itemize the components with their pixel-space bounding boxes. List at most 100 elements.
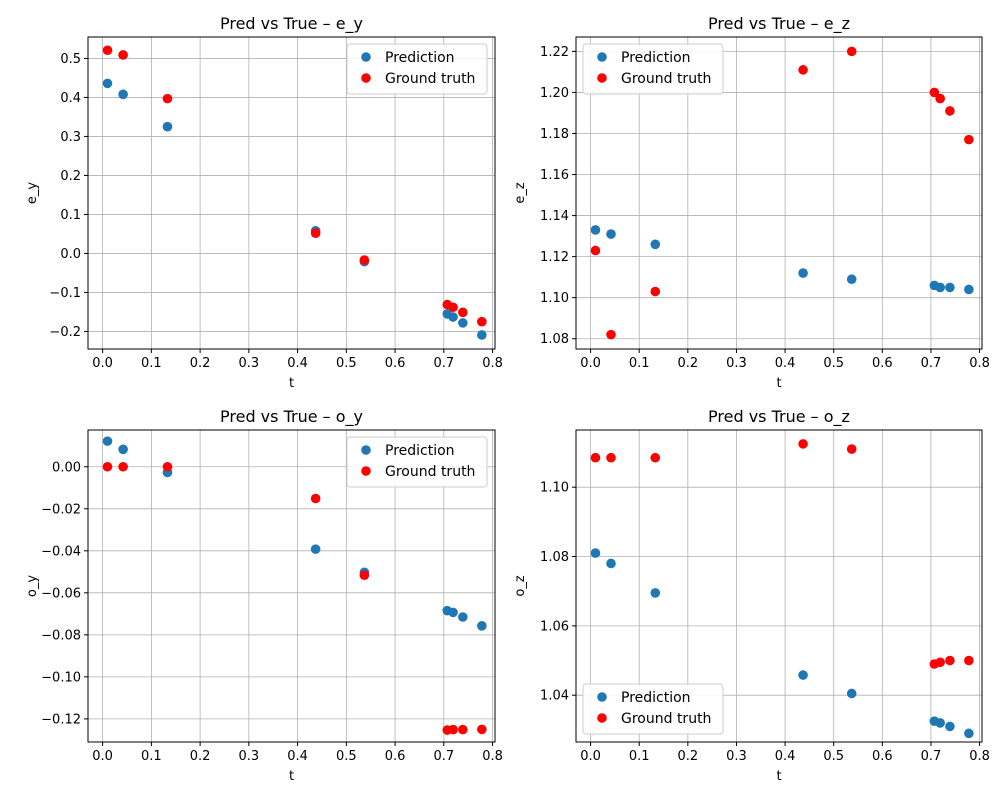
y-axis-label: o_y (25, 575, 40, 597)
data-point-prediction (846, 274, 857, 285)
legend-marker-prediction (361, 52, 371, 62)
x-tick-label: 0.8 (482, 749, 503, 764)
x-tick-label: 0.8 (969, 356, 990, 371)
x-tick-label: 0.0 (92, 749, 113, 764)
y-axis-label: e_z (513, 182, 528, 203)
x-tick-label: 0.1 (141, 356, 162, 371)
y-tick-label: 0.4 (60, 91, 81, 106)
x-tick-label: 0.1 (141, 749, 162, 764)
y-tick-label: 1.14 (540, 209, 569, 224)
data-point-prediction (477, 621, 487, 631)
data-point-ground-truth (458, 307, 468, 318)
data-point-prediction (102, 436, 113, 446)
data-point-ground-truth (929, 87, 940, 98)
legend-marker-prediction (361, 445, 371, 455)
x-axis-label: t (289, 376, 294, 391)
x-tick-label: 0.3 (239, 749, 260, 764)
x-tick-label: 0.8 (482, 356, 503, 371)
legend-label-prediction: Prediction (621, 50, 691, 66)
y-tick-label: 1.20 (540, 86, 569, 101)
y-tick-label: 1.10 (540, 291, 569, 306)
legend-box (582, 43, 724, 95)
data-point-prediction (650, 239, 661, 250)
data-point-ground-truth (359, 570, 370, 580)
y-tick-label: −0.08 (41, 628, 81, 643)
legend-label-ground-truth: Ground truth (385, 71, 475, 87)
data-point-prediction (964, 728, 974, 739)
data-point-ground-truth (448, 724, 458, 735)
data-point-prediction (964, 284, 974, 295)
chart-panel-e-z: 0.0 0.1 0.2 0.3 0.4 0.5 0.6 0.7 0.8 1.08 1.10 1.12 1… (513, 14, 990, 391)
legend-label-ground-truth: Ground truth (385, 464, 475, 480)
data-point-prediction (458, 612, 468, 622)
data-point-prediction (798, 670, 808, 680)
legend-label-prediction: Prediction (385, 443, 455, 459)
data-point-ground-truth (945, 655, 955, 666)
y-tick-label: 1.18 (540, 127, 569, 142)
data-point-prediction (448, 607, 458, 618)
data-point-prediction (118, 89, 128, 100)
data-point-prediction (945, 282, 955, 293)
data-point-ground-truth (359, 255, 370, 265)
data-point-prediction (606, 558, 616, 569)
data-point-prediction (590, 548, 601, 558)
data-point-ground-truth (310, 493, 321, 504)
data-point-ground-truth (650, 452, 661, 463)
data-point-ground-truth (477, 316, 487, 327)
data-point-ground-truth (102, 461, 113, 472)
data-point-ground-truth (118, 50, 128, 60)
data-point-ground-truth (945, 106, 955, 116)
data-point-prediction (798, 268, 808, 278)
y-tick-label: 1.08 (540, 332, 569, 347)
x-tick-label: 0.6 (385, 356, 406, 371)
y-axis-label: e_y (25, 182, 40, 204)
data-point-prediction (310, 544, 321, 554)
x-tick-label: 0.6 (385, 749, 406, 764)
x-tick-label: 0.4 (287, 749, 308, 764)
data-point-prediction (477, 330, 487, 340)
y-tick-label: 1.12 (540, 250, 569, 265)
data-point-ground-truth (964, 134, 974, 145)
chart-title: Pred vs True – o_z (708, 407, 850, 427)
data-point-prediction (935, 282, 945, 293)
data-point-prediction (650, 588, 661, 598)
x-tick-label: 0.2 (677, 356, 698, 371)
x-tick-label: 0.5 (823, 749, 844, 764)
x-tick-label: 0.4 (287, 356, 308, 371)
y-tick-label: −0.1 (49, 286, 81, 301)
data-point-ground-truth (935, 657, 945, 668)
legend: Prediction Ground truth (582, 683, 724, 735)
chart-title: Pred vs True – e_z (708, 14, 850, 34)
x-tick-label: 0.0 (580, 356, 601, 371)
legend-box (346, 43, 488, 95)
x-tick-label: 0.2 (677, 749, 698, 764)
x-tick-label: 0.2 (190, 749, 211, 764)
data-point-prediction (590, 225, 601, 235)
data-point-ground-truth (964, 655, 974, 666)
legend-label-ground-truth: Ground truth (621, 711, 711, 727)
x-tick-label: 0.0 (92, 356, 113, 371)
x-tick-label: 0.8 (969, 749, 990, 764)
chart-title: Pred vs True – o_y (220, 407, 363, 427)
legend-box (582, 683, 724, 735)
data-point-ground-truth (590, 452, 601, 463)
legend-label-prediction: Prediction (385, 50, 455, 66)
chart-panel-e-y: 0.0 0.1 0.2 0.3 0.4 0.5 0.6 0.7 0.8 −0.2 −0.1 0.0 0.… (25, 14, 503, 391)
x-tick-label: 0.7 (921, 356, 942, 371)
y-tick-label: 0.5 (60, 52, 81, 67)
x-tick-label: 0.7 (921, 749, 942, 764)
x-tick-label: 0.3 (726, 356, 747, 371)
plot-frame (575, 429, 983, 743)
y-tick-label: 1.06 (540, 619, 569, 634)
legend-marker-ground-truth (361, 73, 371, 83)
legend-marker-ground-truth (361, 466, 371, 476)
y-tick-label: 0.3 (60, 130, 81, 145)
data-point-ground-truth (162, 93, 173, 104)
data-point-ground-truth (118, 461, 128, 472)
data-point-prediction (162, 121, 173, 132)
y-tick-label: 0.00 (52, 460, 81, 475)
y-tick-label: 1.22 (540, 45, 569, 60)
data-point-prediction (935, 718, 945, 728)
chart-title: Pred vs True – e_y (220, 14, 363, 34)
data-point-ground-truth (846, 46, 857, 57)
